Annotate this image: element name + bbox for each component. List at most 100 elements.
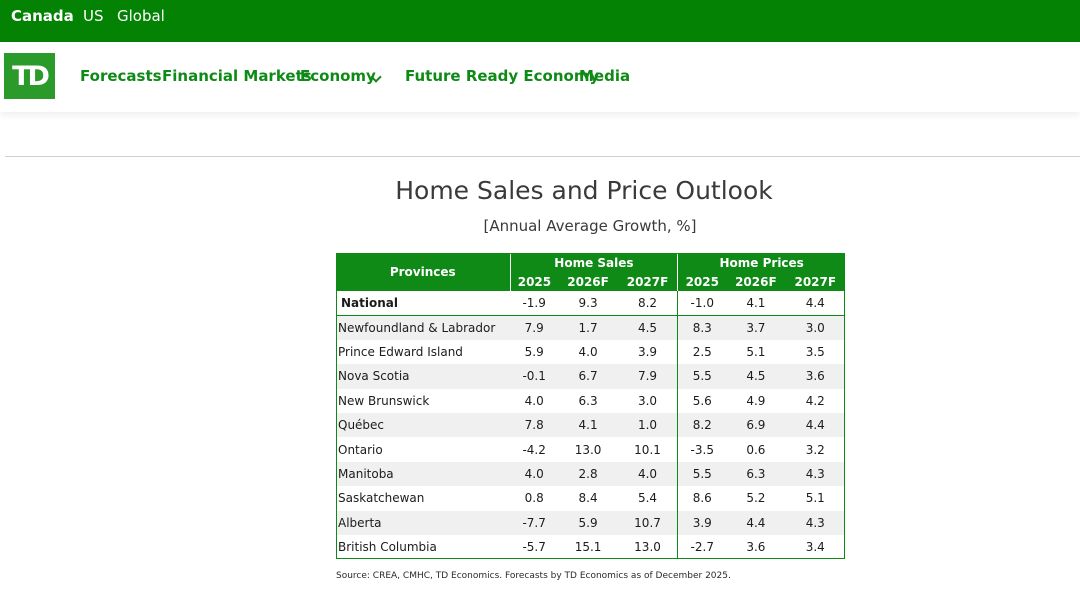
sales-value: 4.0 — [510, 461, 559, 487]
home-sales-header: Home Sales — [510, 253, 679, 272]
year-header: 2027F — [785, 272, 845, 291]
year-header: 2026F — [558, 272, 618, 291]
table-body: National -1.9 9.3 8.2 -1.0 4.1 4.4 Newfoundland… — [336, 291, 845, 560]
nav-item-economy[interactable]: Economy — [300, 67, 376, 85]
price-value: 2.5 — [692, 344, 712, 359]
year-header: 2025 — [677, 272, 727, 291]
sales-value: 1.7 — [558, 315, 618, 340]
price-value: 5.1 — [805, 491, 825, 506]
price-value: 3.6 — [785, 364, 845, 389]
sales-value: -5.7 — [522, 540, 546, 555]
table-row: Alberta -7.7 5.9 10.7 3.9 4.4 4.3 — [336, 510, 845, 535]
sales-value: 15.1 — [574, 540, 602, 555]
content-divider — [5, 156, 1080, 157]
sales-value: -1.9 — [510, 291, 559, 316]
price-value: 5.2 — [746, 491, 766, 506]
sales-value: 4.5 — [617, 315, 679, 340]
page-subtitle: [Annual Average Growth, %] — [483, 217, 697, 235]
nav-item-forecasts[interactable]: Forecasts — [80, 67, 162, 85]
price-value: 4.9 — [746, 393, 766, 408]
year-header: 2026F — [726, 272, 786, 291]
province-name: Ontario — [338, 442, 383, 457]
price-value: 6.3 — [726, 461, 786, 487]
price-value: 4.2 — [805, 393, 825, 408]
sales-value: 13.0 — [574, 442, 602, 457]
price-value: 6.9 — [726, 412, 786, 438]
province-name: Alberta — [336, 510, 510, 535]
table-row: Newfoundland & Labrador 7.9 1.7 4.5 8.3 3.7 3.… — [336, 315, 845, 340]
year-header: 2027F — [617, 272, 679, 291]
province-name: Newfoundland & Labrador — [336, 315, 510, 340]
price-value: -2.7 — [690, 540, 714, 555]
table-row: Ontario -4.2 13.0 10.1 -3.5 0.6 3.2 — [336, 437, 845, 462]
sales-value: 6.7 — [558, 364, 618, 389]
sales-value: 5.9 — [524, 344, 544, 359]
price-value: 4.3 — [785, 461, 845, 487]
price-value: 8.3 — [677, 315, 727, 340]
price-value: 3.7 — [726, 315, 786, 340]
outlook-table: Provinces Home Sales Home Prices 2025 20… — [336, 253, 845, 560]
td-logo[interactable]: TD — [4, 53, 55, 99]
nav-item-media[interactable]: Media — [579, 67, 631, 85]
sales-value: 7.9 — [510, 315, 559, 340]
table-row: Manitoba 4.0 2.8 4.0 5.5 6.3 4.3 — [336, 461, 845, 487]
table-row: Nova Scotia -0.1 6.7 7.9 5.5 4.5 3.6 — [336, 364, 845, 389]
sales-value: 7.9 — [617, 364, 679, 389]
price-value: 5.1 — [746, 344, 766, 359]
sales-value: -7.7 — [510, 510, 559, 535]
province-name: New Brunswick — [338, 393, 430, 408]
price-value: 0.6 — [746, 442, 766, 457]
price-value: 3.2 — [805, 442, 825, 457]
price-value: 3.4 — [805, 540, 825, 555]
nav-item-financial-markets[interactable]: Financial Markets — [162, 67, 312, 85]
price-value: 3.0 — [785, 315, 845, 340]
provinces-header: Provinces — [336, 253, 511, 291]
sales-value: 0.8 — [524, 491, 544, 506]
nav-item-future-ready-economy[interactable]: Future Ready Economy — [405, 67, 600, 85]
table-row: Saskatchewan 0.8 8.4 5.4 8.6 5.2 5.1 — [336, 486, 845, 511]
sales-value: 5.9 — [558, 510, 618, 535]
price-value: -1.0 — [677, 291, 727, 316]
price-value: 3.5 — [805, 344, 825, 359]
table-row: National -1.9 9.3 8.2 -1.0 4.1 4.4 — [336, 291, 845, 316]
top-region-bar: Canada US Global — [0, 0, 1080, 42]
province-name: National — [336, 291, 510, 316]
price-value: 3.6 — [746, 540, 766, 555]
price-value: 5.6 — [692, 393, 712, 408]
province-name: Québec — [336, 412, 510, 438]
sales-value: 6.3 — [578, 393, 598, 408]
sales-value: 9.3 — [558, 291, 618, 316]
region-link-global[interactable]: Global — [117, 7, 165, 25]
source-note: Source: CREA, CMHC, TD Economics. Foreca… — [336, 571, 731, 581]
province-name: Manitoba — [336, 461, 510, 487]
price-value: 8.6 — [692, 491, 712, 506]
sales-value: 13.0 — [617, 534, 679, 560]
sales-value: -4.2 — [522, 442, 546, 457]
region-link-canada[interactable]: Canada — [11, 7, 74, 25]
province-name: Nova Scotia — [336, 364, 510, 389]
sales-value: 5.4 — [617, 486, 679, 511]
price-value: 4.4 — [785, 291, 845, 316]
price-value: 4.3 — [785, 510, 845, 535]
sales-value: 8.4 — [578, 491, 598, 506]
page-title: Home Sales and Price Outlook — [395, 176, 773, 205]
sales-value: 2.8 — [558, 461, 618, 487]
sales-value: 4.1 — [558, 412, 618, 438]
sales-value: 10.1 — [617, 437, 679, 462]
sales-value: 10.7 — [617, 510, 679, 535]
price-value: 3.9 — [677, 510, 727, 535]
sales-value: 4.0 — [578, 344, 598, 359]
sales-value: 1.0 — [617, 412, 679, 438]
table-row: Prince Edward Island 5.9 4.0 3.9 2.5 5.1 3.5 — [336, 339, 845, 365]
region-link-us[interactable]: US — [83, 7, 104, 25]
home-prices-header: Home Prices — [677, 253, 845, 272]
price-value: 4.4 — [726, 510, 786, 535]
price-value: 4.1 — [726, 291, 786, 316]
sales-value: 4.0 — [524, 393, 544, 408]
province-name: British Columbia — [338, 540, 437, 555]
sales-value: 3.9 — [617, 339, 679, 365]
year-header: 2025 — [510, 272, 559, 291]
price-value: 8.2 — [677, 412, 727, 438]
sales-value: -0.1 — [510, 364, 559, 389]
price-value: 4.5 — [726, 364, 786, 389]
